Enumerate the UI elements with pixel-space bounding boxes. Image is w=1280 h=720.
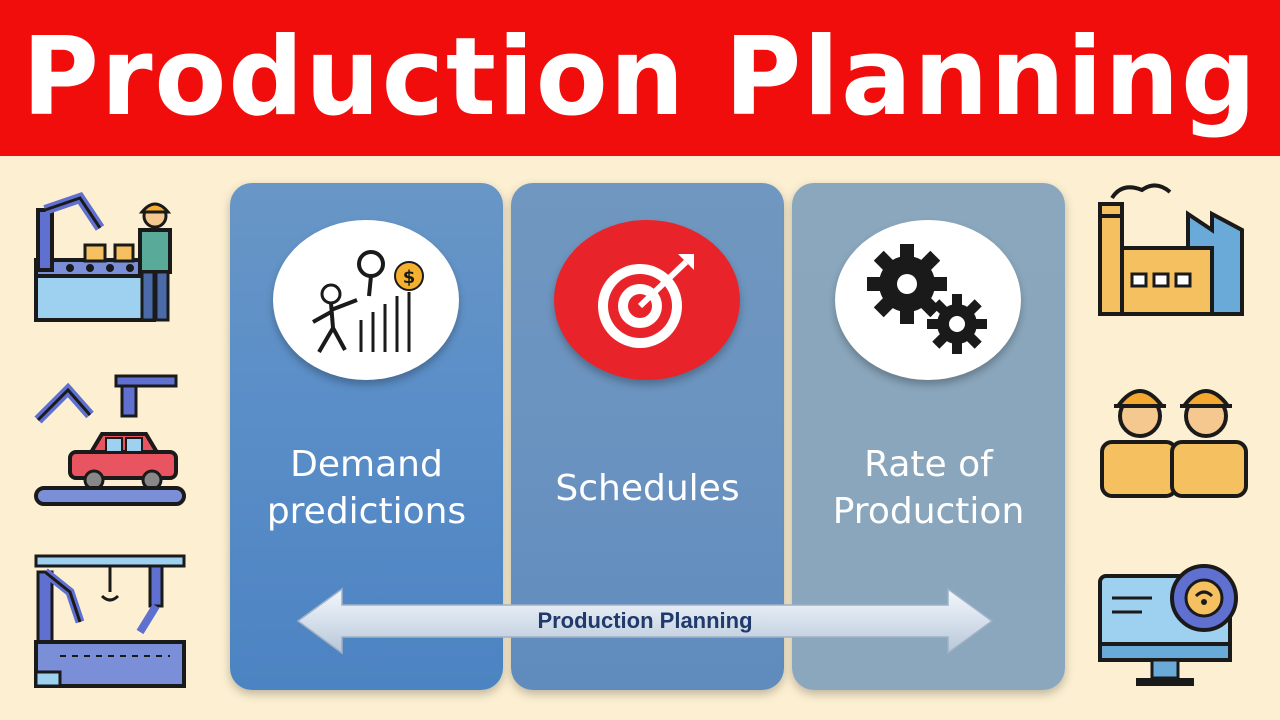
smart-monitor-gear-icon: [1092, 552, 1252, 692]
double-arrow-icon: [296, 587, 994, 655]
car-assembly-robot-icon: [30, 370, 190, 510]
page-title: Production Planning: [22, 15, 1258, 140]
panel-label-line2: Production: [832, 491, 1025, 532]
panel-label-line1: Demand: [290, 444, 443, 485]
assembly-line-robots-icon: [30, 552, 190, 692]
workers-icon: [1092, 370, 1252, 510]
robotic-arm-worker-icon: [30, 190, 190, 330]
production-planning-arrow: Production Planning: [296, 587, 994, 655]
demand-prediction-icon: $: [273, 220, 459, 380]
factory-icon: [1092, 178, 1252, 318]
panel-label-line2: predictions: [266, 491, 467, 532]
target-icon: [554, 220, 740, 380]
panel-label-line1: Rate of: [864, 444, 993, 485]
title-banner: Production Planning: [0, 0, 1280, 156]
arrow-label: Production Planning: [537, 608, 753, 633]
panel-label: Schedules: [555, 468, 740, 509]
gears-icon: [835, 220, 1021, 380]
svg-text:$: $: [403, 267, 416, 288]
